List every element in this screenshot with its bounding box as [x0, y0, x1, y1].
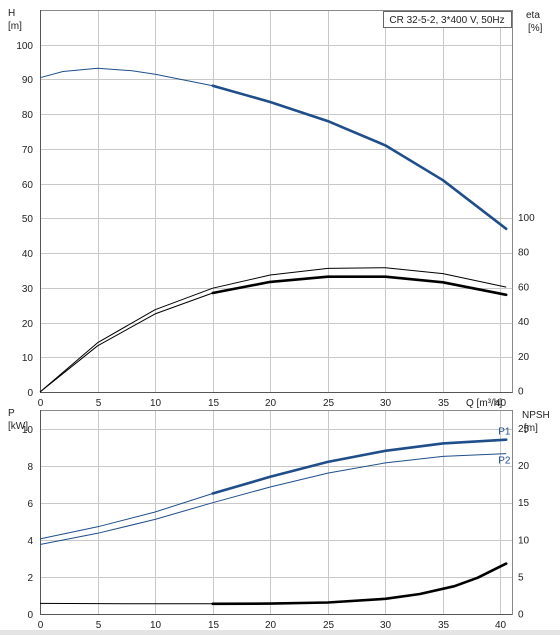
series-line-curve-3: [39, 276, 507, 393]
x-tick-label: 10: [150, 398, 162, 409]
x-tick-label: 10: [150, 620, 162, 631]
left-tick-label: 6: [27, 499, 33, 510]
x-tick-label: 35: [438, 620, 450, 631]
left-tick-label: 60: [22, 180, 34, 191]
left-axis-label: P: [8, 408, 15, 419]
series-label-P2: P2: [498, 456, 511, 467]
x-tick-label: 20: [265, 398, 277, 409]
right-tick-label: 60: [518, 282, 530, 293]
series-line-P2: [39, 453, 507, 545]
right-tick-label: 20: [518, 461, 530, 472]
left-tick-label: 90: [22, 75, 34, 86]
left-tick-label: 0: [27, 388, 33, 399]
series-line-P1: [39, 439, 507, 540]
x-tick-label: 25: [323, 620, 335, 631]
left-tick-label: 100: [16, 41, 33, 52]
right-tick-label: 100: [518, 213, 535, 224]
x-tick-label: 5: [96, 398, 102, 409]
right-tick-label: 15: [518, 498, 530, 509]
right-tick-label: 0: [518, 387, 524, 398]
x-tick-label: 25: [323, 398, 335, 409]
left-tick-label: 10: [22, 353, 34, 364]
series-operating-range-P1: [211, 438, 508, 495]
model-label: CR 32-5-2, 3*400 V, 50Hz: [389, 15, 504, 26]
left-tick-label: 4: [27, 536, 33, 547]
model-label-box: [383, 11, 512, 28]
right-tick-label: 25: [518, 424, 530, 435]
right-axis-label: eta: [526, 10, 540, 21]
right-tick-label: 40: [518, 317, 530, 328]
right-tick-label: 80: [518, 248, 530, 259]
x-tick-label: 5: [96, 620, 102, 631]
series-operating-range-curve-3: [211, 562, 508, 606]
left-axis-unit: [m]: [8, 21, 22, 32]
series-line-curve-1: [39, 67, 507, 230]
right-axis-unit: [m]: [524, 423, 538, 434]
bottom-strip: [0, 630, 560, 635]
left-tick-label: 30: [22, 284, 34, 295]
left-axis-label: H: [8, 8, 15, 19]
plot-frame: [40, 410, 513, 615]
x-tick-label: 40: [495, 398, 507, 409]
left-tick-label: 80: [22, 110, 34, 121]
x-tick-label: 0: [38, 398, 44, 409]
left-tick-label: 0: [27, 610, 33, 621]
series-line-curve-2: [39, 267, 507, 393]
left-tick-label: 20: [22, 319, 34, 330]
left-tick-label: 2: [27, 573, 33, 584]
left-tick-label: 50: [22, 214, 34, 225]
series-label-P1: P1: [498, 427, 511, 438]
right-tick-label: 5: [518, 572, 524, 583]
panel-bottom: [39, 410, 513, 615]
left-axis-unit: [kW]: [8, 421, 28, 432]
left-tick-label: 40: [22, 249, 34, 260]
x-axis-label: Q [m³/h]: [466, 398, 502, 409]
panel-top: [39, 10, 513, 393]
left-tick-label: 10: [22, 425, 34, 436]
left-tick-label: 8: [27, 462, 33, 473]
series-operating-range-curve-3: [211, 275, 508, 297]
right-tick-label: 0: [518, 610, 524, 621]
right-tick-label: 20: [518, 352, 530, 363]
x-tick-label: 35: [438, 398, 450, 409]
left-tick-label: 70: [22, 145, 34, 156]
x-tick-label: 40: [495, 620, 507, 631]
right-axis-label: NPSH: [522, 410, 550, 421]
series-line-curve-3: [39, 563, 507, 605]
x-tick-label: 30: [380, 398, 392, 409]
x-tick-label: 15: [208, 620, 220, 631]
x-tick-label: 0: [38, 620, 44, 631]
x-tick-label: 30: [380, 620, 392, 631]
right-axis-unit: [%]: [528, 23, 543, 34]
series-operating-range-curve-1: [211, 84, 508, 231]
x-tick-label: 20: [265, 620, 277, 631]
right-tick-label: 10: [518, 535, 530, 546]
x-tick-label: 15: [208, 398, 220, 409]
